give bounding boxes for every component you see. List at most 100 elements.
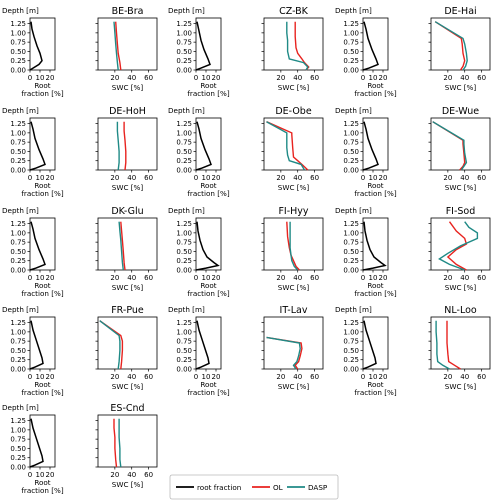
- swc-x-tick-label: 60: [144, 74, 153, 82]
- site-panel-fi-sod: Depth [m]0.000.250.500.751.001.250 10 20Ro…: [335, 206, 491, 298]
- depth-tick-label: 1.25: [176, 319, 192, 327]
- swc-x-tick-label: 40: [460, 373, 469, 381]
- root-fraction-line: [195, 320, 210, 370]
- site-panel-be-bra: Depth [m]0.000.250.500.751.001.250 10 20Ro…: [2, 6, 158, 98]
- dasp-swc-line: [286, 21, 309, 71]
- root-axes-frame: [362, 316, 389, 370]
- swc-axis-label: SWC [%]: [112, 283, 144, 292]
- root-axis-label: Root: [34, 81, 50, 90]
- swc-x-tick-label: 20: [276, 274, 285, 282]
- depth-tick-label: 0.50: [10, 148, 26, 156]
- depth-tick-label: 1.25: [176, 20, 192, 28]
- site-panel-es-cnd: Depth [m]0.000.250.500.751.001.250 10 20Ro…: [2, 403, 158, 495]
- dasp-swc-line: [266, 336, 301, 370]
- root-x-tick-label: 0: [194, 74, 198, 82]
- depth-tick-label: 0.25: [343, 257, 359, 265]
- root-x-tick-label: 10: [36, 74, 45, 82]
- depth-tick-label: 0.50: [10, 347, 26, 355]
- root-fraction-line: [362, 221, 387, 271]
- root-x-tick-label: 10: [36, 174, 45, 182]
- site-title: NL-Loo: [444, 305, 477, 316]
- swc-x-tick-label: 60: [477, 373, 486, 381]
- root-x-tick-label: 20: [212, 373, 221, 381]
- swc-axis-label: SWC [%]: [278, 183, 310, 192]
- root-x-tick-label: 0: [28, 373, 32, 381]
- depth-tick-label: 0.00: [176, 67, 192, 75]
- depth-tick-label: 0.75: [10, 338, 26, 346]
- swc-x-tick-label: 40: [127, 174, 136, 182]
- swc-x-tick-label: 40: [127, 373, 136, 381]
- root-x-tick-label: 20: [212, 174, 221, 182]
- site-title: FR-Pue: [111, 305, 144, 316]
- depth-tick-label: 1.25: [343, 319, 359, 327]
- root-axes-frame: [362, 117, 389, 171]
- ol-swc-line: [113, 418, 118, 468]
- depth-tick-label: 0.25: [10, 157, 26, 165]
- swc-x-tick-label: 40: [127, 74, 136, 82]
- root-axis-label: Root: [34, 281, 50, 290]
- root-axis-label-unit: fraction [%]: [354, 388, 397, 397]
- root-fraction-line: [362, 121, 379, 171]
- site-title: FI-Hyy: [278, 206, 308, 217]
- root-axes-frame: [29, 217, 56, 271]
- swc-x-tick-label: 20: [110, 471, 119, 479]
- depth-tick-label: 0.25: [343, 356, 359, 364]
- depth-tick-label: 1.00: [10, 29, 26, 37]
- root-axes-frame: [195, 217, 222, 271]
- swc-x-tick-label: 20: [276, 373, 285, 381]
- depth-tick-label: 0.00: [343, 267, 359, 275]
- swc-x-tick-label: 40: [127, 471, 136, 479]
- depth-tick-label: 1.00: [10, 426, 26, 434]
- depth-axis-label: Depth [m]: [2, 403, 39, 412]
- depth-tick-label: 0.25: [10, 257, 26, 265]
- swc-axes-frame: [263, 217, 324, 271]
- swc-axis-label: SWC [%]: [445, 283, 477, 292]
- swc-x-tick-label: 60: [144, 373, 153, 381]
- site-title: DE-Hai: [444, 6, 476, 17]
- root-axis-label-unit: fraction [%]: [354, 89, 397, 98]
- depth-axis-label: Depth [m]: [335, 6, 372, 15]
- root-x-tick-label: 0: [28, 274, 32, 282]
- depth-axis-label: Depth [m]: [2, 6, 39, 15]
- swc-x-tick-label: 20: [110, 274, 119, 282]
- swc-axis-label: SWC [%]: [112, 183, 144, 192]
- site-title: DK-Glu: [111, 206, 143, 217]
- depth-tick-label: 0.50: [176, 148, 192, 156]
- root-x-tick-label: 20: [46, 471, 55, 479]
- depth-tick-label: 1.00: [343, 129, 359, 137]
- swc-x-tick-label: 60: [477, 74, 486, 82]
- root-axes-frame: [195, 117, 222, 171]
- depth-axis-label: Depth [m]: [2, 206, 39, 215]
- depth-axis-label: Depth [m]: [168, 305, 205, 314]
- swc-x-tick-label: 60: [310, 74, 319, 82]
- depth-tick-label: 0.75: [176, 139, 192, 147]
- root-axes-frame: [362, 17, 389, 71]
- root-axes-frame: [195, 17, 222, 71]
- root-x-tick-label: 10: [36, 373, 45, 381]
- root-axis-label: Root: [200, 181, 216, 190]
- site-title: FI-Sod: [446, 206, 476, 217]
- ol-swc-line: [432, 121, 466, 171]
- site-panel-de-wue: Depth [m]0.000.250.500.751.001.250 10 20Ro…: [335, 106, 491, 198]
- root-x-tick-label: 20: [212, 274, 221, 282]
- site-panel-de-hai: Depth [m]0.000.250.500.751.001.250 10 20Ro…: [335, 6, 491, 98]
- swc-x-tick-label: 40: [460, 74, 469, 82]
- depth-tick-label: 0.00: [10, 267, 26, 275]
- depth-tick-label: 1.00: [176, 129, 192, 137]
- depth-tick-label: 1.00: [10, 328, 26, 336]
- swc-axes-frame: [263, 17, 324, 71]
- root-x-tick-label: 20: [212, 74, 221, 82]
- swc-axes-frame: [430, 217, 491, 271]
- site-title: BE-Bra: [112, 6, 144, 17]
- depth-tick-label: 1.00: [343, 29, 359, 37]
- swc-axis-label: SWC [%]: [112, 480, 144, 489]
- ol-swc-line: [120, 221, 126, 271]
- swc-axis-label: SWC [%]: [112, 83, 144, 92]
- depth-tick-label: 1.25: [10, 20, 26, 28]
- root-x-tick-label: 10: [369, 373, 378, 381]
- root-x-tick-label: 10: [369, 274, 378, 282]
- root-x-tick-label: 20: [46, 274, 55, 282]
- depth-axis-label: Depth [m]: [2, 305, 39, 314]
- depth-tick-label: 0.25: [176, 257, 192, 265]
- depth-tick-label: 0.25: [176, 356, 192, 364]
